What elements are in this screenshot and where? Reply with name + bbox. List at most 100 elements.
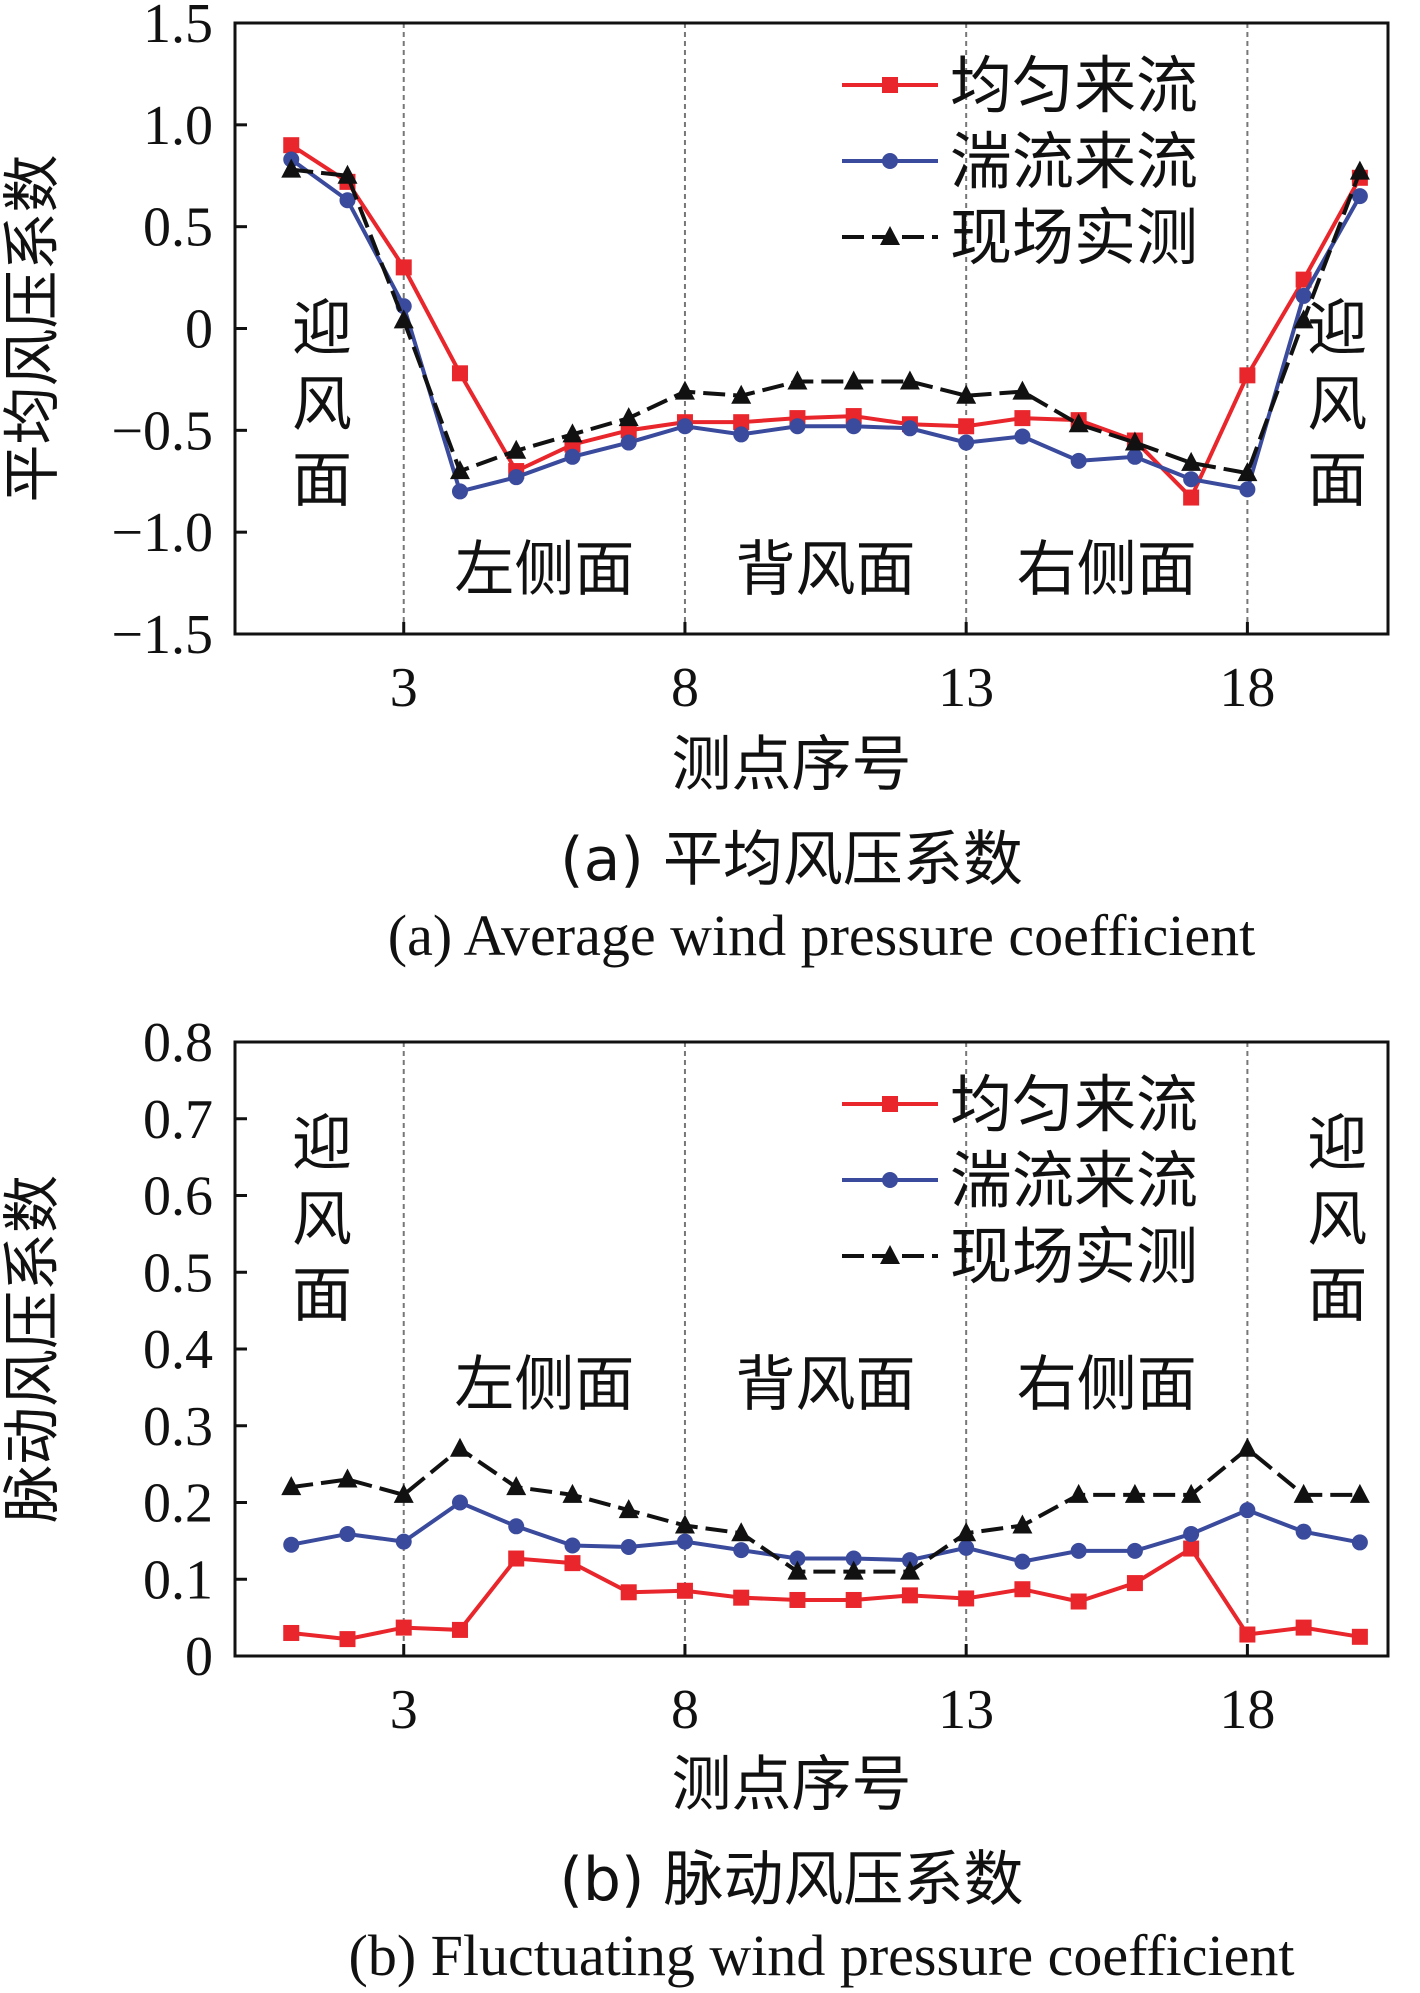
plot-frame (233, 1040, 1390, 1658)
data-point-circle (958, 1539, 975, 1556)
y-tick-label: 0.8 (143, 1012, 213, 1074)
data-point-square (508, 1550, 525, 1567)
data-point-square (395, 1619, 412, 1636)
y-tick-label: 0.1 (143, 1549, 213, 1611)
y-tick-label: −1.0 (111, 502, 213, 564)
data-point-square (901, 1587, 918, 1604)
data-point-circle (1183, 471, 1200, 488)
data-point-triangle (1124, 431, 1145, 451)
data-point-circle (789, 1550, 806, 1567)
legend-label: 湍流来流 (950, 125, 1198, 198)
data-point-triangle (674, 380, 695, 400)
region-label: 左侧面 (454, 535, 634, 605)
data-point-circle (620, 1539, 637, 1556)
data-point-circle (845, 418, 862, 435)
y-tick-label: 0.5 (143, 1242, 213, 1304)
region-label: 背风面 (736, 1350, 916, 1420)
data-point-triangle (899, 370, 920, 390)
data-point-circle (508, 1518, 525, 1535)
series-line (290, 143, 1362, 502)
data-point-triangle (1181, 1483, 1202, 1503)
data-point-square (1183, 489, 1200, 506)
data-point-circle (339, 192, 356, 209)
legend-label: 湍流来流 (950, 1144, 1198, 1217)
data-point-circle (733, 426, 750, 443)
data-point-circle (1295, 1523, 1312, 1540)
y-tick-label: 0.5 (143, 197, 213, 259)
x-tick-label: 3 (390, 1679, 418, 1741)
data-point-square (451, 1621, 468, 1638)
data-point-triangle (1012, 1514, 1033, 1534)
data-point-triangle (843, 370, 864, 390)
data-point-square (395, 259, 412, 276)
x-axis-label: 测点序号 (672, 730, 912, 800)
data-point-triangle (618, 1499, 639, 1519)
y-tick-label: 0 (185, 299, 213, 361)
data-point-square (1014, 1581, 1031, 1598)
data-point-circle (901, 420, 918, 437)
region-label: 迎风面 (282, 1111, 352, 1339)
data-point-circle (508, 469, 525, 486)
data-point-triangle (1012, 380, 1033, 400)
data-point-square (1295, 271, 1312, 288)
legend-label: 均匀来流 (950, 1068, 1198, 1141)
data-point-triangle (337, 1468, 358, 1488)
data-point-circle (901, 1552, 918, 1569)
legend-label: 现场实测 (950, 1220, 1198, 1293)
x-tick-label: 8 (671, 1679, 699, 1741)
data-point-triangle (956, 384, 977, 404)
region-label: 右侧面 (1017, 1350, 1197, 1420)
data-point-triangle (562, 423, 583, 443)
data-point-square (676, 1582, 693, 1599)
series-circle (283, 151, 1368, 500)
data-point-triangle (843, 1560, 864, 1580)
data-point-circle (1295, 287, 1312, 304)
data-point-square (1351, 1628, 1368, 1645)
data-point-circle (451, 483, 468, 500)
chart-title: (a) 平均风压系数 (560, 825, 1023, 895)
chart-subtitle: (a) Average wind pressure coefficient (388, 903, 1255, 968)
y-tick-label: −0.5 (111, 400, 213, 462)
x-tick-label: 18 (1219, 1679, 1275, 1741)
x-tick-label: 18 (1219, 657, 1275, 719)
data-point-triangle (956, 1522, 977, 1542)
data-point-triangle (731, 1522, 752, 1542)
data-point-triangle (449, 1437, 470, 1457)
data-point-circle (395, 1533, 412, 1550)
data-point-triangle (281, 158, 302, 178)
data-point-triangle (618, 407, 639, 427)
data-point-circle (339, 1525, 356, 1542)
x-axis-label: 测点序号 (672, 1750, 912, 1820)
data-point-circle (1239, 1502, 1256, 1519)
data-point-triangle (731, 384, 752, 404)
data-point-square (620, 422, 637, 439)
data-point-square (882, 77, 898, 93)
legend-label: 现场实测 (950, 201, 1198, 274)
region-label: 迎风面 (1297, 296, 1367, 524)
data-point-circle (882, 153, 898, 169)
region-label: 迎风面 (1297, 1111, 1367, 1339)
data-point-square (958, 418, 975, 435)
chart-subtitle: (b) Fluctuating wind pressure coefficien… (349, 1923, 1295, 1988)
data-point-square (1014, 410, 1031, 427)
series-triangle (281, 158, 1370, 482)
data-point-triangle (393, 309, 414, 329)
data-point-circle (1126, 1542, 1143, 1559)
data-point-square (1183, 1540, 1200, 1557)
x-tick-label: 8 (671, 657, 699, 719)
series-line (290, 1446, 1360, 1574)
data-point-circle (451, 1494, 468, 1511)
data-point-square (733, 414, 750, 431)
data-point-circle (845, 1550, 862, 1567)
data-point-triangle (506, 439, 527, 459)
data-point-triangle (1068, 1483, 1089, 1503)
data-point-circle (564, 448, 581, 465)
data-point-square (564, 1555, 581, 1572)
x-tick-label: 3 (390, 657, 418, 719)
data-point-circle (789, 418, 806, 435)
data-point-triangle (1349, 160, 1370, 180)
data-point-square (620, 1584, 637, 1601)
data-point-square (283, 137, 300, 154)
series-line (291, 1545, 1361, 1642)
